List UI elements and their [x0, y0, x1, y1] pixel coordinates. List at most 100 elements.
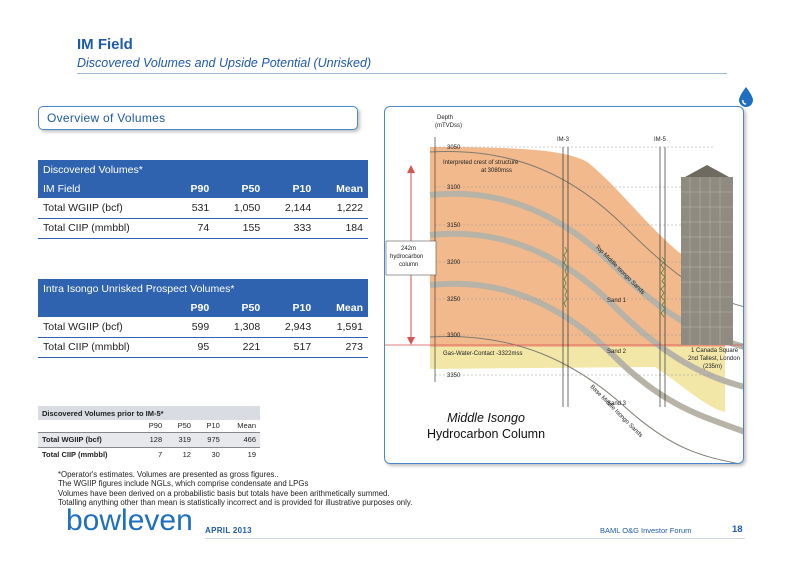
well-label-im5: IM-5	[654, 137, 667, 143]
building-label: 2nd Tallest, London	[688, 356, 740, 362]
table-cell: 2,144	[265, 198, 317, 219]
table-cell: 1,050	[214, 198, 266, 219]
table-caption: Discovered Volumes*	[38, 160, 368, 179]
table-row: Total WGIIP (bcf) 599 1,308 2,943 1,591	[38, 317, 368, 338]
surface-label-base: Base Middle Isongo Sands	[589, 384, 644, 439]
caption-line: Hydrocarbon Column	[426, 427, 546, 441]
row-label: Total WGIIP (bcf)	[38, 317, 174, 338]
table-cell: 74	[173, 218, 215, 239]
depth-tick: 3200	[447, 260, 461, 266]
sand-label: Sand 2	[607, 349, 627, 355]
overview-section-header: Overview of Volumes	[38, 106, 358, 130]
row-label: Total CIIP (mmbbl)	[38, 446, 138, 462]
column-header: P50	[214, 298, 266, 317]
table-caption: Discovered Volumes prior to IM-5*	[38, 406, 260, 420]
table-cell: 599	[173, 317, 215, 338]
well-label-im3: IM-3	[557, 137, 570, 143]
table-cell: 128	[137, 431, 167, 447]
depth-tick: 3100	[447, 185, 461, 191]
column-box-text: 242m	[401, 246, 416, 252]
footer-event: BAML O&G Investor Forum	[600, 526, 692, 535]
table-cell: 273	[316, 337, 368, 358]
column-header: IM Field	[38, 179, 174, 198]
column-header: Mean	[316, 298, 368, 317]
crest-annotation: Interpreted crest of structure	[443, 160, 519, 166]
table-cell: 184	[316, 218, 368, 239]
table-cell: 517	[265, 337, 317, 358]
column-box-text: column	[399, 262, 418, 268]
table-row: Total CIIP (mmbbl) 95 221 517 273	[38, 337, 368, 358]
column-header	[38, 420, 137, 432]
gwc-label: Gas-Water-Contact -3322mss	[443, 351, 522, 357]
row-label: Total CIIP (mmbbl)	[38, 337, 174, 358]
page-subtitle: Discovered Volumes and Upside Potential …	[77, 56, 372, 70]
sand-label: Sand 1	[607, 298, 627, 304]
table-cell: 531	[173, 198, 215, 219]
building-label: 1 Canada Square	[691, 348, 739, 354]
column-header: Mean	[316, 179, 368, 198]
prospect-volumes-table: Intra Isongo Unrisked Prospect Volumes* …	[38, 279, 368, 358]
page-title: IM Field	[77, 36, 133, 53]
depth-tick: 3150	[447, 223, 461, 229]
table-cell: 319	[166, 431, 195, 447]
footnote: The WGIIP figures include NGLs, which co…	[58, 479, 309, 489]
depth-tick: 3300	[447, 333, 461, 339]
table-cell: 12	[166, 446, 195, 462]
table-cell: 333	[265, 218, 317, 239]
hydrocarbon-column-diagram: Depth (mTVDss) 3050 3100 3150 3200 3250 …	[384, 106, 744, 464]
footnote: *Operator's estimates. Volumes are prese…	[58, 470, 279, 479]
footnotes: *Operator's estimates. Volumes are prese…	[58, 470, 412, 508]
table-cell: 155	[214, 218, 266, 239]
table-row: Total CIIP (mmbbl) 74 155 333 184	[38, 218, 368, 239]
table-cell: 7	[137, 446, 167, 462]
table-caption: Intra Isongo Unrisked Prospect Volumes*	[38, 279, 368, 298]
prior-volumes-table: Discovered Volumes prior to IM-5* P90 P5…	[38, 406, 260, 462]
row-label: Total CIIP (mmbbl)	[38, 218, 174, 239]
depth-tick: 3350	[447, 373, 461, 379]
table-cell: 1,222	[316, 198, 368, 219]
table-cell: 221	[214, 337, 266, 358]
depth-tick: 3050	[447, 145, 461, 151]
depth-axis-unit: (mTVDss)	[435, 123, 462, 129]
column-header	[38, 298, 174, 317]
page-number: 18	[732, 524, 743, 535]
building-label: (235m)	[703, 364, 722, 370]
depth-axis-title: Depth	[437, 115, 453, 121]
row-label: Total WGIIP (bcf)	[38, 198, 174, 219]
column-header: P50	[177, 421, 191, 431]
column-header: P10	[265, 179, 317, 198]
table-cell: 30	[194, 446, 224, 462]
column-header: Mean	[237, 421, 256, 431]
table-cell: 1,591	[316, 317, 368, 338]
table-cell: 1,308	[214, 317, 266, 338]
footnote: Volumes have been derived on a probabili…	[58, 488, 390, 498]
overview-label: Overview of Volumes	[47, 111, 166, 125]
table-cell: 2,943	[265, 317, 317, 338]
column-header: P90	[148, 421, 163, 431]
diagram-caption: Middle Isongo Hydrocarbon Column	[416, 410, 556, 442]
sand-label: Sand 3	[607, 401, 627, 407]
column-header: P10	[265, 298, 317, 317]
bowleven-logo: bowleven	[66, 504, 193, 536]
logo-text: bowleven	[66, 504, 193, 536]
row-label: Total WGIIP (bcf)	[38, 431, 138, 447]
table-cell: 19	[223, 446, 260, 462]
title-divider	[77, 73, 727, 74]
column-header: P90	[173, 179, 215, 198]
water-drop-icon	[739, 87, 753, 107]
table-row: Total CIIP (mmbbl) 7 12 30 19	[38, 446, 260, 462]
table-row: Total WGIIP (bcf) 531 1,050 2,144 1,222	[38, 198, 368, 219]
column-header: P90	[173, 298, 215, 317]
crest-annotation: at 3080mss	[481, 168, 512, 174]
footer-date: APRIL 2013	[205, 526, 252, 535]
column-header: P50	[214, 179, 266, 198]
caption-line: Middle Isongo	[447, 411, 525, 425]
table-cell: 95	[173, 337, 215, 358]
cross-section-svg: Depth (mTVDss) 3050 3100 3150 3200 3250 …	[385, 115, 743, 463]
column-header: P10	[206, 421, 220, 431]
footer-divider	[205, 538, 745, 539]
column-box-text: hydrocarbon	[390, 254, 423, 260]
footnote: Totalling anything other than mean is st…	[58, 498, 413, 508]
table-cell: 975	[194, 431, 224, 447]
table-cell: 466	[223, 431, 260, 447]
